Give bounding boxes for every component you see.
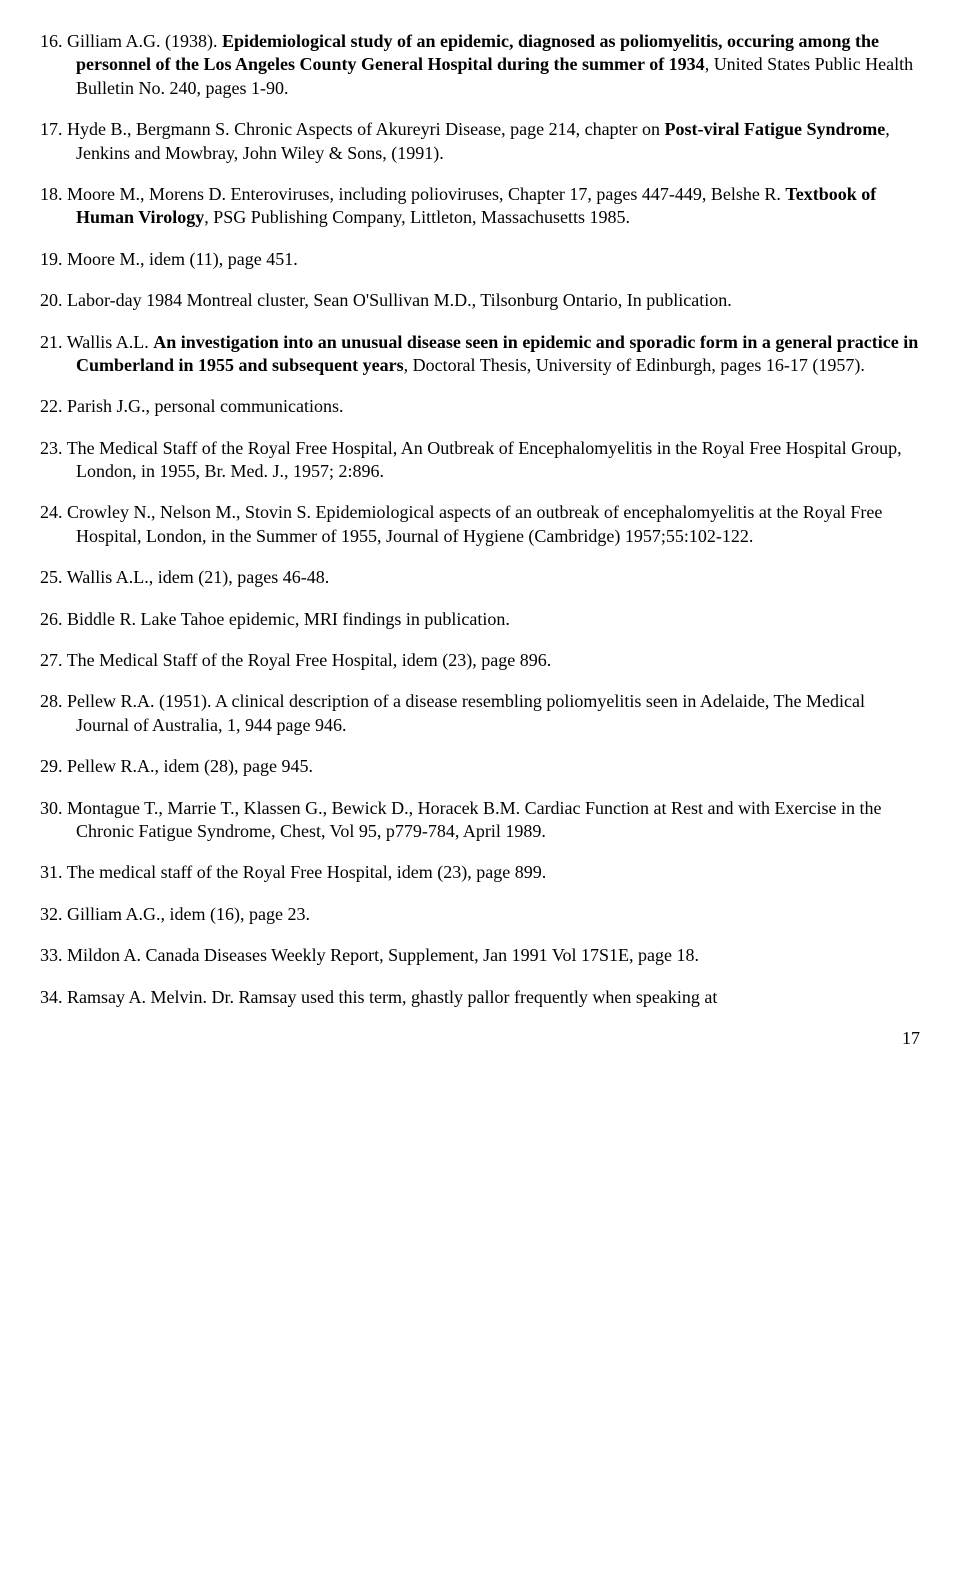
- reference-text-pre: Biddle R. Lake Tahoe epidemic, MRI findi…: [67, 609, 510, 629]
- reference-text-pre: Mildon A. Canada Diseases Weekly Report,…: [67, 945, 699, 965]
- reference-item: Hyde B., Bergmann S. Chronic Aspects of …: [40, 118, 920, 165]
- reference-item: Moore M., idem (11), page 451.: [40, 248, 920, 271]
- reference-item: The medical staff of the Royal Free Hosp…: [40, 861, 920, 884]
- reference-list: Gilliam A.G. (1938). Epidemiological stu…: [40, 30, 920, 1009]
- reference-item: Gilliam A.G. (1938). Epidemiological stu…: [40, 30, 920, 100]
- reference-text-pre: The medical staff of the Royal Free Hosp…: [67, 862, 547, 882]
- reference-text-post: , Doctoral Thesis, University of Edinbur…: [404, 355, 865, 375]
- reference-text-pre: The Medical Staff of the Royal Free Hosp…: [67, 438, 902, 481]
- reference-text-pre: Pellew R.A. (1951). A clinical descripti…: [67, 691, 865, 734]
- reference-text-pre: Parish J.G., personal communications.: [67, 396, 343, 416]
- reference-text-post: , PSG Publishing Company, Littleton, Mas…: [204, 207, 630, 227]
- reference-text-pre: Labor-day 1984 Montreal cluster, Sean O'…: [67, 290, 732, 310]
- reference-item: Wallis A.L., idem (21), pages 46-48.: [40, 566, 920, 589]
- reference-item: Pellew R.A., idem (28), page 945.: [40, 755, 920, 778]
- reference-text-bold: Post-viral Fatigue Syndrome: [665, 119, 886, 139]
- reference-item: The Medical Staff of the Royal Free Hosp…: [40, 649, 920, 672]
- reference-text-pre: Moore M., idem (11), page 451.: [67, 249, 298, 269]
- reference-text-pre: Pellew R.A., idem (28), page 945.: [67, 756, 313, 776]
- reference-item: The Medical Staff of the Royal Free Hosp…: [40, 437, 920, 484]
- reference-item: Ramsay A. Melvin. Dr. Ramsay used this t…: [40, 986, 920, 1009]
- reference-item: Biddle R. Lake Tahoe epidemic, MRI findi…: [40, 608, 920, 631]
- reference-text-pre: The Medical Staff of the Royal Free Hosp…: [67, 650, 552, 670]
- reference-item: Moore M., Morens D. Enteroviruses, inclu…: [40, 183, 920, 230]
- reference-item: Wallis A.L. An investigation into an unu…: [40, 331, 920, 378]
- reference-item: Pellew R.A. (1951). A clinical descripti…: [40, 690, 920, 737]
- page-number: 17: [40, 1027, 920, 1050]
- reference-item: Mildon A. Canada Diseases Weekly Report,…: [40, 944, 920, 967]
- reference-text-pre: Crowley N., Nelson M., Stovin S. Epidemi…: [67, 502, 882, 545]
- reference-text-pre: Wallis A.L.: [67, 332, 154, 352]
- reference-item: Crowley N., Nelson M., Stovin S. Epidemi…: [40, 501, 920, 548]
- reference-text-pre: Montague T., Marrie T., Klassen G., Bewi…: [67, 798, 881, 841]
- reference-item: Montague T., Marrie T., Klassen G., Bewi…: [40, 797, 920, 844]
- reference-text-pre: Ramsay A. Melvin. Dr. Ramsay used this t…: [67, 987, 717, 1007]
- reference-text-pre: Gilliam A.G., idem (16), page 23.: [67, 904, 310, 924]
- reference-text-pre: Hyde B., Bergmann S. Chronic Aspects of …: [67, 119, 665, 139]
- reference-text-pre: Gilliam A.G. (1938).: [67, 31, 222, 51]
- reference-text-pre: Wallis A.L., idem (21), pages 46-48.: [67, 567, 330, 587]
- reference-item: Labor-day 1984 Montreal cluster, Sean O'…: [40, 289, 920, 312]
- reference-item: Parish J.G., personal communications.: [40, 395, 920, 418]
- reference-item: Gilliam A.G., idem (16), page 23.: [40, 903, 920, 926]
- reference-text-pre: Moore M., Morens D. Enteroviruses, inclu…: [67, 184, 785, 204]
